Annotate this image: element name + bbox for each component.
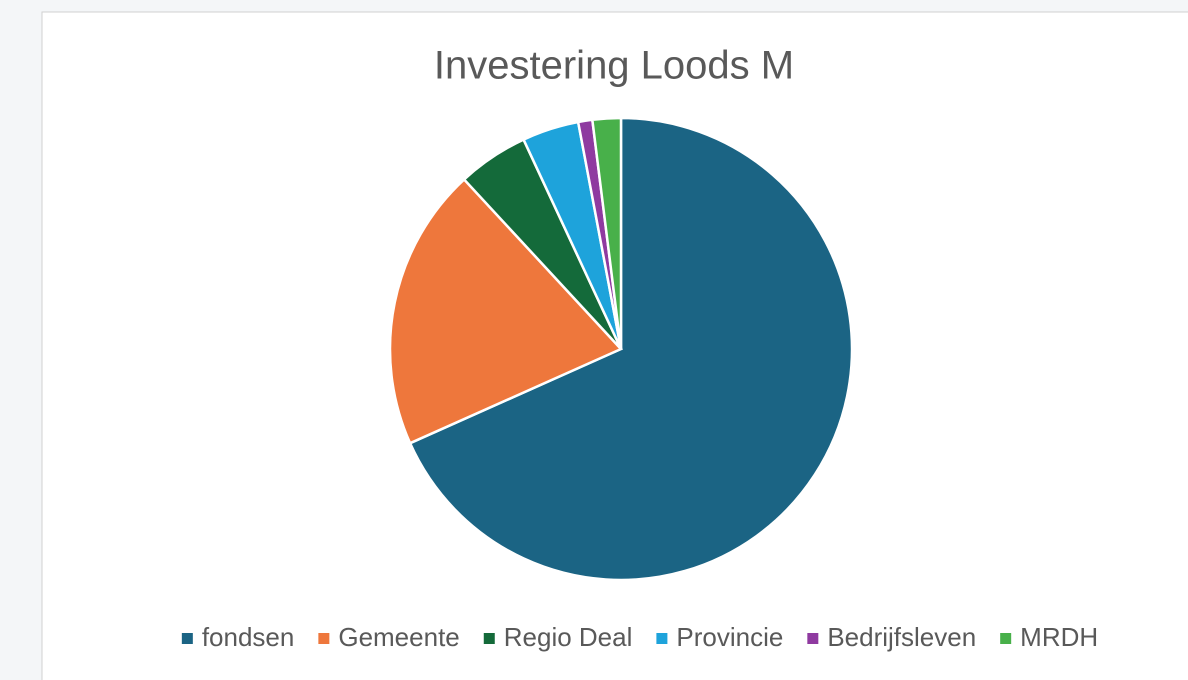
legend-label: Provincie bbox=[676, 622, 783, 652]
pie bbox=[388, 116, 854, 582]
legend-swatch bbox=[318, 633, 330, 644]
legend-label: Bedrijfsleven bbox=[827, 622, 976, 652]
legend-swatch bbox=[656, 633, 668, 644]
legend: fondsen Gemeente Regio Deal Provincie Bedrij… bbox=[181, 622, 1098, 652]
legend-swatch bbox=[181, 633, 193, 644]
pie-slice bbox=[590, 116, 623, 350]
legend-swatch bbox=[483, 633, 495, 644]
pie-slice bbox=[388, 177, 624, 445]
legend-swatch bbox=[807, 633, 819, 644]
legend-label: MRDH bbox=[1020, 622, 1098, 652]
legend-label: fondsen bbox=[202, 622, 295, 652]
chart-title: Investering Loods M bbox=[434, 44, 794, 88]
legend-swatch bbox=[1000, 633, 1012, 644]
legend-label: Regio Deal bbox=[504, 622, 633, 652]
legend-label: Gemeente bbox=[338, 622, 459, 652]
pie-slice bbox=[408, 116, 854, 582]
